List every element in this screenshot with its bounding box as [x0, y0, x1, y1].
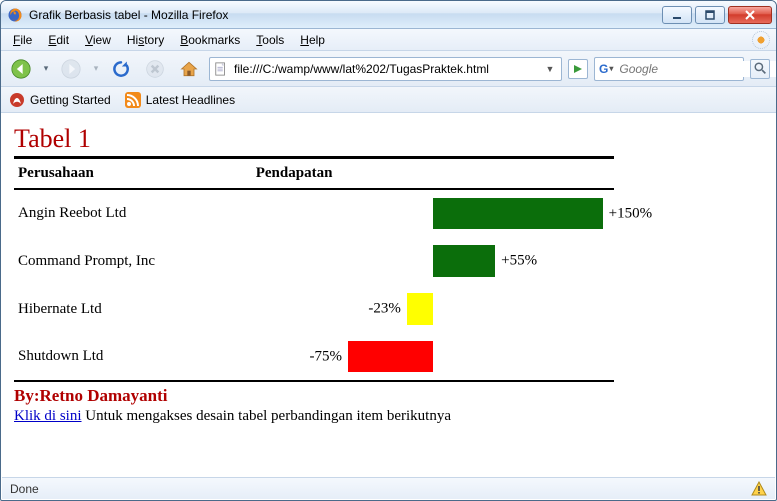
- bar: [433, 245, 495, 277]
- home-button[interactable]: [175, 55, 203, 83]
- rss-icon: [125, 92, 141, 108]
- menu-file[interactable]: File: [7, 31, 38, 49]
- activity-indicator-icon: [752, 31, 770, 49]
- bar-label: +150%: [609, 205, 652, 222]
- forward-button[interactable]: [57, 55, 85, 83]
- bar-cell: -75%: [252, 333, 614, 381]
- menu-bookmarks[interactable]: Bookmarks: [174, 31, 246, 49]
- company-cell: Command Prompt, Inc: [14, 237, 252, 285]
- bar-label: -23%: [368, 301, 401, 318]
- menu-view[interactable]: View: [79, 31, 117, 49]
- bar: [348, 341, 433, 372]
- titlebar: Grafik Berbasis tabel - Mozilla Firefox: [1, 1, 776, 29]
- firefox-window: Grafik Berbasis tabel - Mozilla Firefox …: [0, 0, 777, 501]
- bar: [433, 198, 603, 229]
- stop-button[interactable]: [141, 55, 169, 83]
- company-cell: Angin Reebot Ltd: [14, 189, 252, 237]
- table-row: Hibernate Ltd -23%: [14, 285, 614, 333]
- next-link-line: Klik di sini Untuk mengakses desain tabe…: [14, 408, 763, 425]
- bar-cell: -23%: [252, 285, 614, 333]
- table-title: Tabel 1: [14, 124, 763, 154]
- next-link[interactable]: Klik di sini: [14, 408, 82, 424]
- maximize-button[interactable]: [695, 6, 725, 24]
- page-icon: [214, 62, 228, 76]
- bar: [407, 293, 433, 325]
- bookmark-label: Latest Headlines: [146, 93, 235, 107]
- moz-icon: [9, 92, 25, 108]
- search-button[interactable]: [750, 59, 770, 79]
- menu-history[interactable]: History: [121, 31, 170, 49]
- menu-tools[interactable]: Tools: [250, 31, 290, 49]
- back-button[interactable]: [7, 55, 35, 83]
- byline: By:Retno Damayanti: [14, 386, 763, 406]
- bookmark-getting-started[interactable]: Getting Started: [9, 92, 111, 108]
- go-button[interactable]: [568, 59, 588, 79]
- bar-label: -75%: [309, 348, 342, 365]
- statusbar: Done: [2, 477, 775, 499]
- revenue-table: Perusahaan Pendapatan Angin Reebot Ltd+1…: [14, 156, 614, 382]
- menu-edit[interactable]: Edit: [42, 31, 75, 49]
- column-header-company: Perusahaan: [14, 158, 252, 190]
- menu-help[interactable]: Help: [294, 31, 331, 49]
- column-header-revenue: Pendapatan: [252, 158, 614, 190]
- firefox-icon: [7, 7, 23, 23]
- close-button[interactable]: [728, 6, 772, 24]
- bookmark-label: Getting Started: [30, 93, 111, 107]
- bar-cell: +150%: [252, 189, 614, 237]
- nav-toolbar: ▾ ▾ ▼ G▾: [1, 51, 776, 87]
- search-engine-icon[interactable]: G▾: [599, 62, 613, 76]
- bar-label: +55%: [501, 253, 537, 270]
- warning-icon: [751, 481, 767, 497]
- window-buttons: [662, 6, 772, 24]
- url-dropdown[interactable]: ▼: [543, 64, 557, 74]
- bar-cell: +55%: [252, 237, 614, 285]
- bookmark-latest-headlines[interactable]: Latest Headlines: [125, 92, 235, 108]
- table-row: Angin Reebot Ltd+150%: [14, 189, 614, 237]
- window-title: Grafik Berbasis tabel - Mozilla Firefox: [29, 8, 662, 22]
- company-cell: Hibernate Ltd: [14, 285, 252, 333]
- url-bar[interactable]: ▼: [209, 57, 562, 81]
- minimize-button[interactable]: [662, 6, 692, 24]
- reload-button[interactable]: [107, 55, 135, 83]
- status-text: Done: [10, 482, 39, 496]
- company-cell: Shutdown Ltd: [14, 333, 252, 381]
- table-row: Shutdown Ltd -75%: [14, 333, 614, 381]
- page-viewport: Tabel 1 Perusahaan Pendapatan Angin Reeb…: [2, 114, 775, 477]
- forward-dropdown[interactable]: ▾: [91, 63, 101, 74]
- next-link-tail: Untuk mengakses desain tabel perbandinga…: [82, 408, 451, 424]
- back-dropdown[interactable]: ▾: [41, 63, 51, 74]
- menubar: File Edit View History Bookmarks Tools H…: [1, 29, 776, 51]
- url-input[interactable]: [232, 61, 539, 77]
- table-row: Command Prompt, Inc +55%: [14, 237, 614, 285]
- search-bar[interactable]: G▾: [594, 57, 744, 81]
- bookmarks-toolbar: Getting Started Latest Headlines: [1, 87, 776, 113]
